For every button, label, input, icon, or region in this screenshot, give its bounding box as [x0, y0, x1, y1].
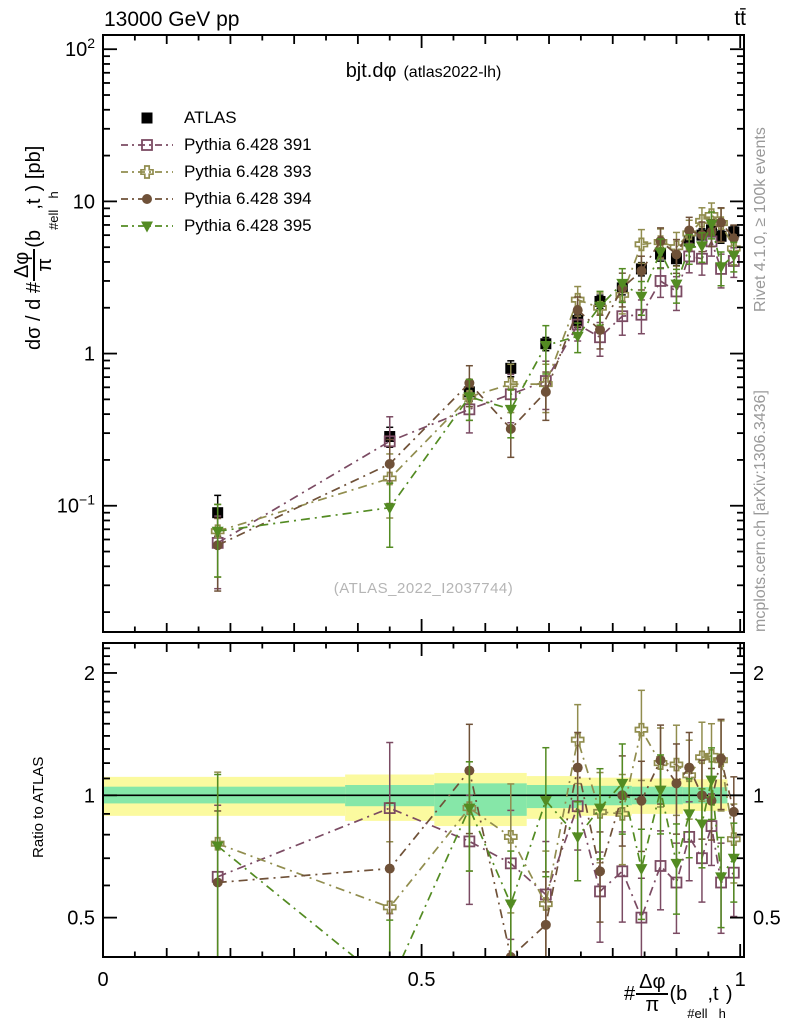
legend-item-label: Pythia 6.428 394 [184, 188, 312, 208]
legend-item-label: Pythia 6.428 391 [184, 134, 312, 154]
observable-name: bjt.dφ [345, 60, 397, 82]
y-label-sub2: h [46, 191, 61, 199]
tick-label: 0.5 [408, 969, 436, 991]
x-label-prefix: # [624, 982, 636, 1005]
ratio-axis-label: Ratio to ATLAS [30, 757, 47, 858]
tick-label: 1 [84, 344, 95, 366]
analysis-tag: (atlas2022-lh) [403, 64, 502, 81]
ratio-uncertainty-bands [103, 772, 744, 827]
y-label-mid: ,t [22, 198, 45, 210]
x-label-close: ) [725, 982, 733, 1005]
x-axis-label: # Δφ π (b #ell ,t h) [624, 972, 733, 1022]
series-pythia-6.428-395 [211, 211, 740, 578]
legend-marker-square-filled-icon [141, 112, 153, 123]
beam-energy-label: 13000 GeV pp [104, 8, 240, 31]
tick-label: 102 [65, 35, 95, 61]
legend-item-label: Pythia 6.428 395 [184, 215, 312, 235]
ratio-axis-label-text: Ratio to ATLAS [30, 756, 47, 858]
fraction-denominator: π [34, 257, 56, 272]
axis-ticks [102, 35, 744, 958]
rivet-version-note: Rivet 4.1.0, ≥ 100k events [752, 127, 769, 312]
tick-label: 0 [97, 969, 108, 991]
legend-marker-cross-open-icon [121, 164, 173, 179]
tick-label: 2 [753, 663, 764, 685]
x-label-sub1: #ell [687, 1006, 708, 1021]
series-pythia-6.428-391 [211, 228, 740, 590]
tick-label: 0.5 [753, 908, 781, 930]
legend-item-pythia-6.428-395: Pythia 6.428 395 [120, 212, 312, 239]
process-label: tt̄ [734, 7, 746, 30]
fraction-denominator: π [645, 994, 660, 1016]
x-label-sub2: h [718, 1006, 726, 1021]
x-label-args: (b [669, 982, 688, 1005]
legend-item-pythia-6.428-393: Pythia 6.428 393 [120, 158, 312, 185]
mcplots-attribution-note: mcplots.cern.ch [arXiv:1306.3436] [752, 390, 769, 632]
tick-label: 1 [753, 785, 764, 807]
tick-label: 1 [84, 785, 95, 807]
y-label-prefix: dσ / d # [22, 282, 45, 350]
legend-item-atlas: ATLAS [120, 104, 312, 131]
legend-item-label: ATLAS [184, 107, 237, 127]
legend: ATLAS Pythia 6.428 391 Pythia 6.428 393 Pyt… [120, 104, 312, 239]
legend-item-label: Pythia 6.428 393 [184, 161, 312, 181]
y-label-sub1: #ell [46, 209, 61, 230]
tick-label: 10−1 [57, 492, 95, 518]
plot-frame-main [102, 34, 745, 633]
tick-label: 2 [84, 663, 95, 685]
y-label-args: (b [22, 229, 45, 248]
plot-frame-ratio [102, 642, 745, 958]
series-pythia-6.428-395 [211, 743, 740, 957]
legend-item-pythia-6.428-391: Pythia 6.428 391 [120, 131, 312, 158]
legend-marker-triangle-down-filled-icon [121, 221, 173, 232]
analysis-id-watermark: (ATLAS_2022_I2037744) [333, 580, 514, 597]
x-label-mid: ,t [707, 982, 719, 1005]
x-label-fraction: Δφ π [636, 972, 669, 1016]
y-axis-label: dσ / d # Δφ π (b #ell ,t h) [pb] [11, 145, 61, 350]
fraction-numerator: Δφ [636, 972, 669, 995]
tick-label: 0.5 [67, 908, 95, 930]
y-label-units: ) [pb] [22, 145, 45, 192]
legend-marker-square-open-icon [121, 138, 173, 151]
legend-marker-circle-filled-icon [121, 193, 173, 204]
tick-label: 10 [73, 191, 95, 213]
plot-title: bjt.dφ (atlas2022-lh) [103, 60, 744, 83]
plot-frames [102, 34, 745, 958]
fraction-numerator: Δφ [11, 248, 35, 282]
y-label-fraction: Δφ π [11, 248, 56, 282]
tick-label: 1 [735, 969, 746, 991]
legend-item-pythia-6.428-394: Pythia 6.428 394 [120, 185, 312, 212]
